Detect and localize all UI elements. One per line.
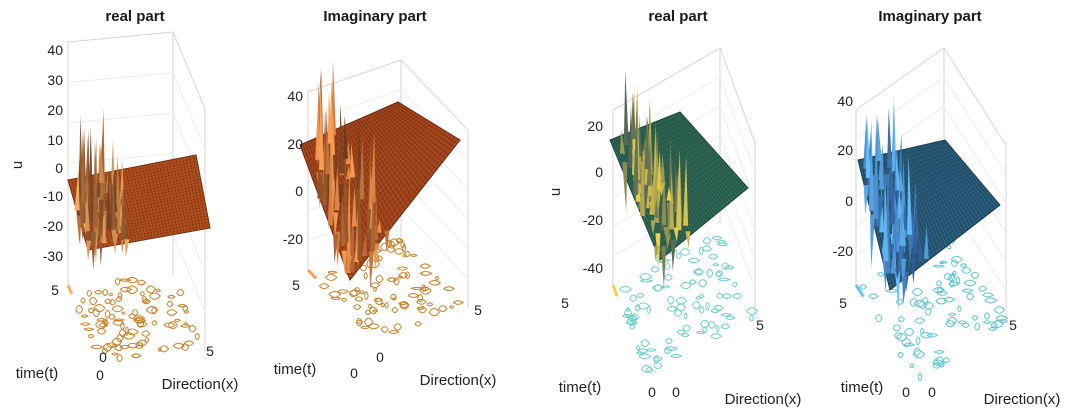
surface-spikes <box>620 70 691 289</box>
z-axis-label: u <box>9 161 26 169</box>
z-tick-label: -10 <box>43 188 63 204</box>
surface-spikes <box>315 60 390 291</box>
axis-tick-label: 5 <box>1009 317 1017 333</box>
y-axis-label: time(t) <box>16 365 59 382</box>
y-axis-label: time(t) <box>559 379 602 396</box>
surface-spikes <box>863 97 929 311</box>
z-tick-label: 20 <box>587 118 603 134</box>
z-tick-label: 30 <box>47 72 63 88</box>
panel-real-part-copper: real part 40 30 20 10 0 -10 -20 -30 0 0 5 5 u time(t) D… <box>9 8 238 393</box>
z-tick-label: 0 <box>55 160 63 176</box>
z-tick-label: 20 <box>287 136 303 152</box>
z-tick-label: -20 <box>283 231 303 247</box>
axis-tick-label: 0 <box>672 384 680 400</box>
y-axis-label: time(t) <box>841 379 884 396</box>
z-tick-label: 40 <box>837 93 853 109</box>
z-tick-label: 40 <box>47 42 63 58</box>
panel-imaginary-part-copper: Imaginary part 40 20 0 -20 0 0 5 5 time(t) Directi… <box>274 8 497 389</box>
x-axis-label: Direction(x) <box>725 391 802 408</box>
x-axis-label: Direction(x) <box>984 391 1061 408</box>
z-tick-label: -20 <box>583 212 603 228</box>
axis-tick-label: 0 <box>99 349 107 365</box>
axis-tick-label: 5 <box>839 295 847 311</box>
axis-tick-label: 0 <box>96 367 104 383</box>
axis-tick-label: 0 <box>376 349 384 365</box>
axis-tick-label: 0 <box>902 384 910 400</box>
z-tick-label: -20 <box>43 218 63 234</box>
z-tick-label: -40 <box>583 260 603 276</box>
axis-tick-label: 5 <box>206 343 214 359</box>
x-axis-label: Direction(x) <box>162 376 239 393</box>
panel-title: Imaginary part <box>323 8 426 25</box>
axis-tick-label: 5 <box>561 295 569 311</box>
z-axis-label: u <box>547 188 564 196</box>
z-tick-label: 0 <box>295 183 303 199</box>
axis-tick-label: 5 <box>474 302 482 318</box>
z-tick-label: 0 <box>595 164 603 180</box>
surface-spikes <box>74 107 130 271</box>
axis-tick-label: 5 <box>292 277 300 293</box>
contour-projection <box>611 223 759 380</box>
y-axis-label: time(t) <box>274 361 317 378</box>
axis-tick-label: 0 <box>350 365 358 381</box>
z-tick-label: 20 <box>837 142 853 158</box>
x-axis-label: Direction(x) <box>420 372 497 389</box>
z-tick-label: 40 <box>287 88 303 104</box>
panel-imaginary-part-winter: Imaginary part 40 20 0 -20 0 0 5 5 Direction(x) ti… <box>833 8 1061 408</box>
axis-tick-label: 5 <box>756 317 764 333</box>
z-tick-label: 20 <box>47 102 63 118</box>
z-tick-label: -30 <box>43 248 63 264</box>
z-tick-label: 10 <box>47 132 63 148</box>
panel-title: Imaginary part <box>878 8 981 25</box>
z-tick-label: -20 <box>833 243 853 259</box>
contour-projection <box>66 275 205 363</box>
z-tick-label: 0 <box>845 193 853 209</box>
axis-tick-label: 0 <box>928 384 936 400</box>
panel-title: real part <box>648 8 707 25</box>
axis-tick-label: 5 <box>51 282 59 298</box>
axis-tick-label: 0 <box>648 384 656 400</box>
panel-title: real part <box>105 8 164 25</box>
